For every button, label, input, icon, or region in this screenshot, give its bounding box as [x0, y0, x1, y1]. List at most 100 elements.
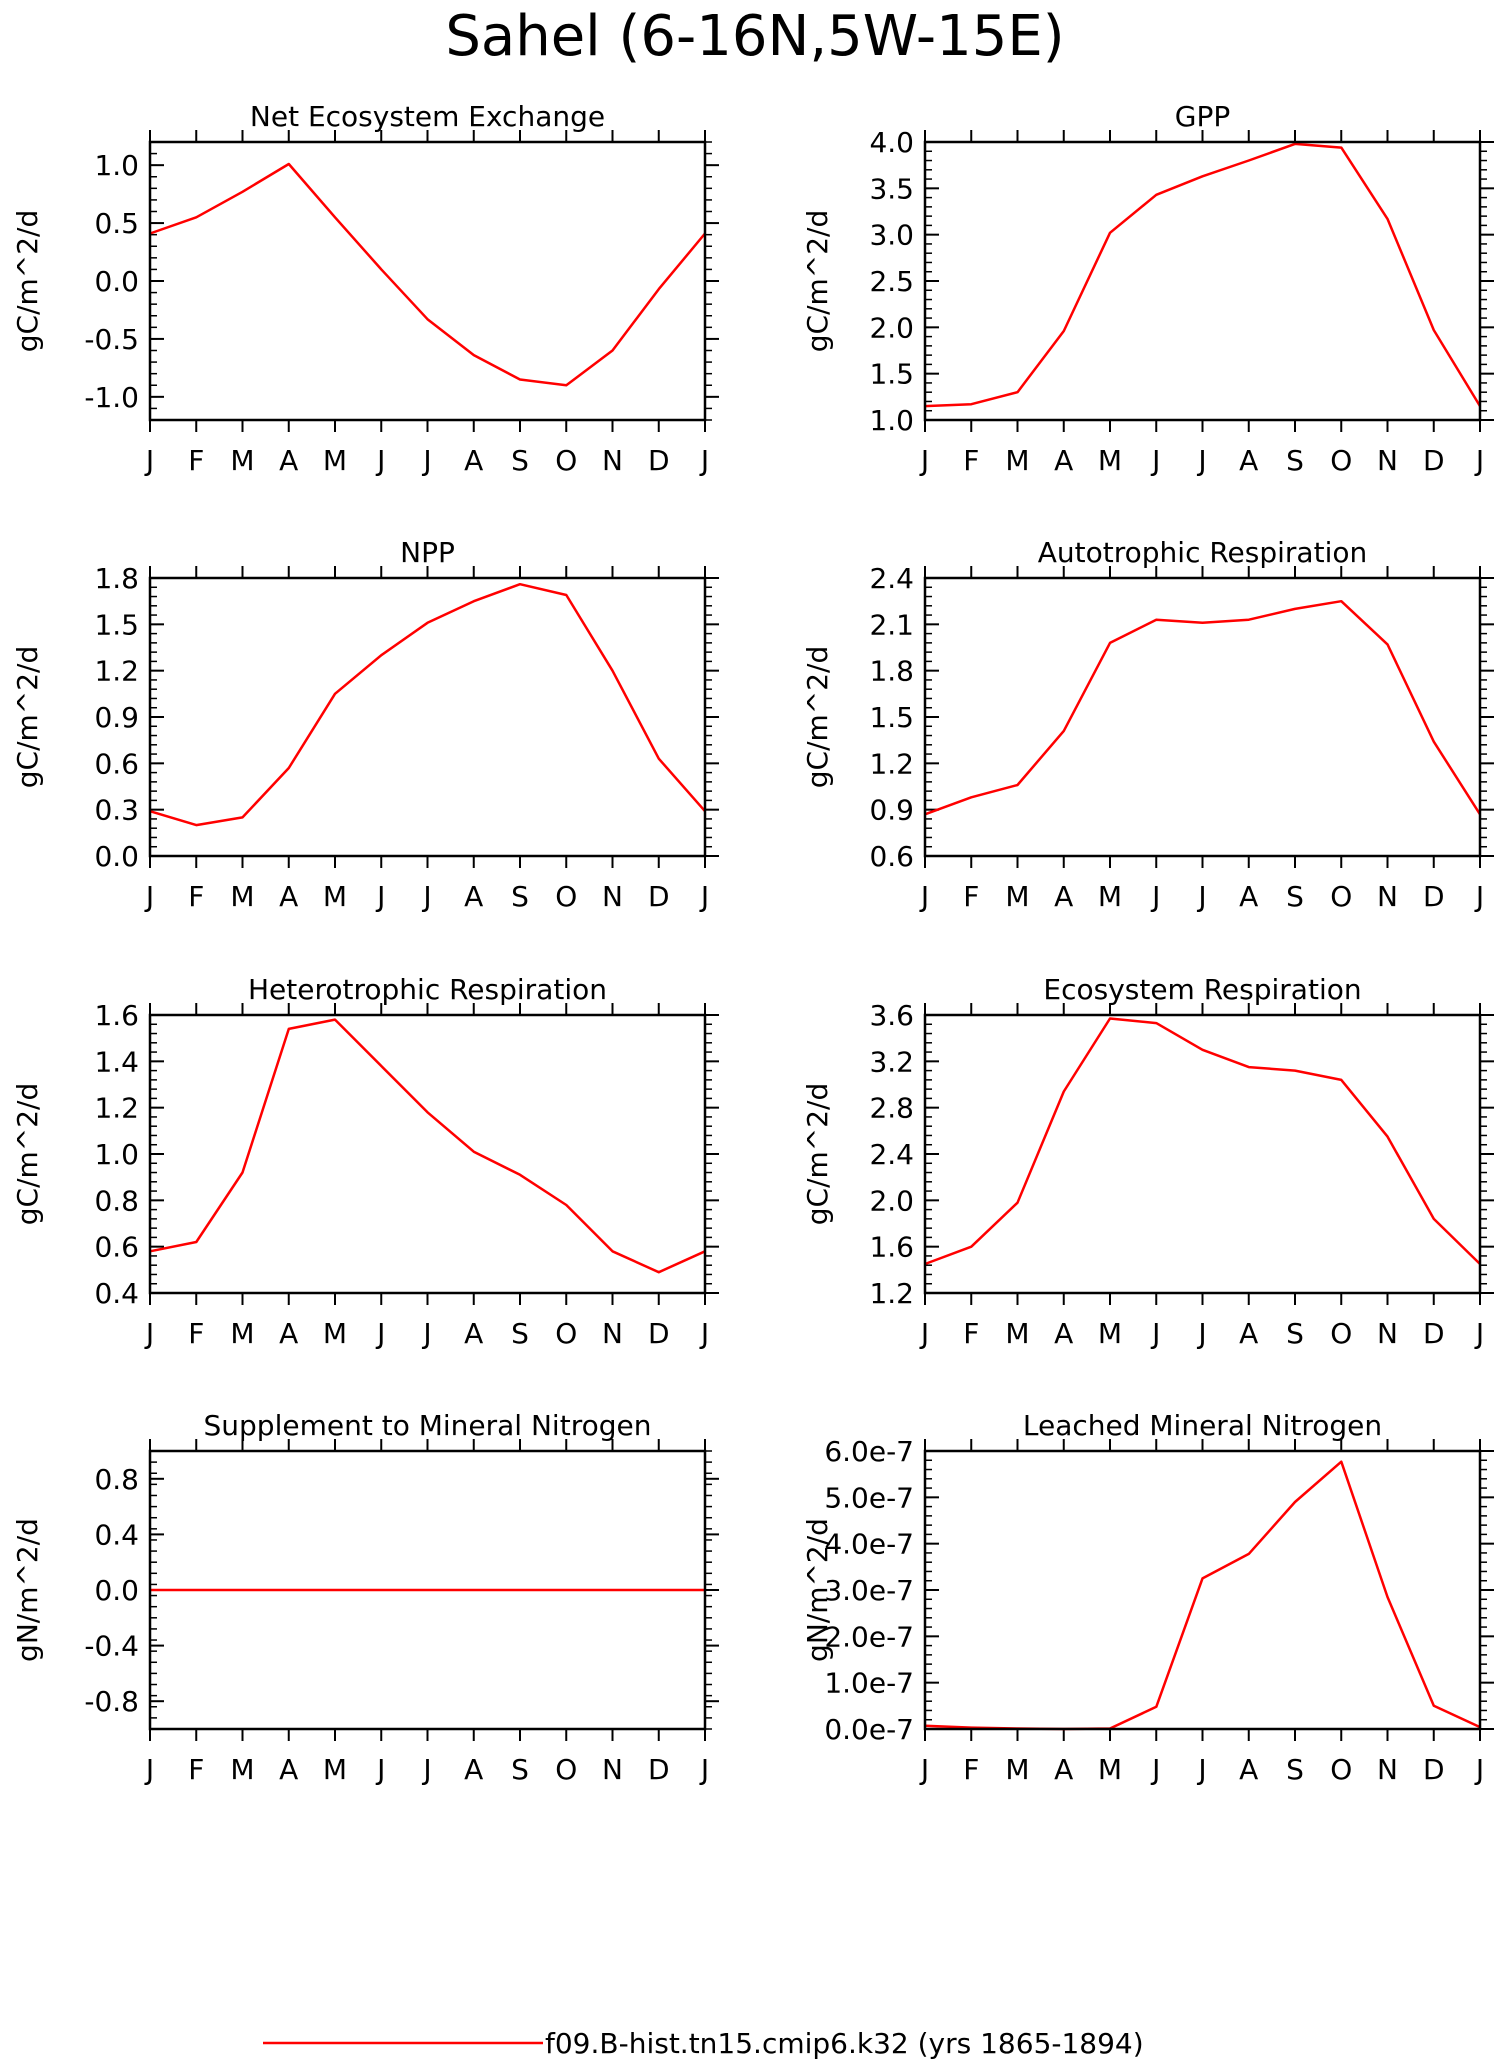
x-tick-label: A — [279, 444, 298, 477]
y-tick-label: 0.6 — [94, 1231, 139, 1264]
panel-6: Supplement to Mineral Nitrogen gN/m^2/d 0.… — [11, 1409, 719, 1786]
series-line — [924, 142, 1482, 408]
y-tick-label: -0.5 — [84, 323, 139, 356]
x-tick-label: M — [1098, 444, 1122, 477]
x-tick-label: D — [648, 444, 670, 477]
y-tick-label: 4.0 — [869, 126, 914, 159]
x-tick-label: J — [699, 1753, 709, 1786]
x-tick-label: D — [648, 1753, 670, 1786]
panel-5: Ecosystem Respiration gC/m^2/d 3.6 3.2 2.8 2.… — [801, 973, 1494, 1350]
x-tick-label: A — [1239, 1317, 1258, 1350]
x-tick-label: M — [1005, 1317, 1029, 1350]
x-tick-label: A — [464, 444, 483, 477]
y-tick-label: 1.2 — [94, 1092, 139, 1125]
y-axis-label: gC/m^2/d — [801, 646, 834, 789]
x-tick-label: N — [1377, 1753, 1398, 1786]
x-tick-label: J — [1150, 880, 1160, 913]
x-tick-label: D — [648, 1317, 670, 1350]
y-tick-label: 2.8 — [869, 1092, 914, 1125]
series-line — [149, 582, 706, 827]
x-tick-label: M — [230, 1753, 254, 1786]
x-tick-label: M — [1098, 1317, 1122, 1350]
x-tick-label: J — [1474, 880, 1484, 913]
plot-frame — [148, 140, 707, 422]
x-tick-label: F — [963, 880, 979, 913]
x-tick-label: D — [1423, 1317, 1445, 1350]
x-tick-label: J — [1474, 1317, 1484, 1350]
x-tick-label: F — [188, 880, 204, 913]
x-tick-label: A — [1239, 1753, 1258, 1786]
x-tick-label: M — [1098, 1753, 1122, 1786]
panel-3: Autotrophic Respiration gC/m^2/d 2.4 2.1 1.8… — [801, 536, 1494, 913]
x-tick-label: J — [699, 880, 709, 913]
x-tick-label: A — [1054, 444, 1073, 477]
y-tick-label: 2.4 — [869, 1138, 914, 1171]
x-tick-label: F — [188, 1753, 204, 1786]
x-tick-label: O — [1330, 1753, 1352, 1786]
x-tick-label: A — [1054, 1753, 1073, 1786]
y-tick-label: 3.2 — [869, 1045, 914, 1078]
x-tick-label: J — [919, 1317, 929, 1350]
x-tick-label: J — [375, 1753, 385, 1786]
y-tick-label: -1.0 — [84, 381, 139, 414]
x-tick-label: F — [188, 1317, 204, 1350]
y-tick-label: 0.4 — [94, 1277, 139, 1310]
x-tick-label: J — [1150, 444, 1160, 477]
x-tick-label: O — [1330, 1317, 1352, 1350]
y-tick-label: 1.0 — [869, 404, 914, 437]
panel-title: NPP — [400, 536, 455, 569]
x-tick-label: M — [230, 880, 254, 913]
plot-frame — [148, 576, 707, 858]
x-tick-label: J — [1196, 1317, 1206, 1350]
x-tick-label: N — [602, 1753, 623, 1786]
series-line — [924, 1017, 1481, 1266]
x-tick-label: J — [1474, 444, 1484, 477]
y-axis-label: gC/m^2/d — [801, 210, 834, 353]
x-tick-label: J — [421, 880, 431, 913]
x-tick-label: M — [1098, 880, 1122, 913]
y-tick-label: 1.2 — [869, 1277, 914, 1310]
y-tick-label: 1.5 — [94, 608, 139, 641]
plot-frame — [923, 576, 1482, 858]
y-tick-label: 2.1 — [869, 608, 914, 641]
panel-title: Leached Mineral Nitrogen — [1023, 1409, 1382, 1442]
x-tick-label: S — [1286, 1753, 1304, 1786]
x-tick-label: S — [511, 880, 529, 913]
x-tick-label: O — [555, 1753, 577, 1786]
y-tick-label: 2.4 — [869, 562, 914, 595]
x-tick-label: J — [1150, 1317, 1160, 1350]
x-tick-label: A — [464, 1317, 483, 1350]
plot-frame — [923, 140, 1482, 422]
x-tick-label: M — [323, 1317, 347, 1350]
panel-title: Supplement to Mineral Nitrogen — [204, 1409, 652, 1442]
y-tick-label: 3.5 — [869, 172, 914, 205]
y-tick-label: 3.0e-7 — [824, 1574, 914, 1607]
x-tick-label: J — [375, 1317, 385, 1350]
y-axis-label: gN/m^2/d — [11, 1518, 44, 1662]
x-tick-label: J — [919, 444, 929, 477]
x-tick-label: J — [421, 1317, 431, 1350]
x-tick-label: S — [1286, 1317, 1304, 1350]
x-tick-label: N — [1377, 444, 1398, 477]
x-tick-label: D — [1423, 444, 1445, 477]
x-tick-label: J — [375, 444, 385, 477]
x-tick-label: O — [1330, 444, 1352, 477]
panel-title: Heterotrophic Respiration — [248, 973, 607, 1006]
y-tick-label: 0.8 — [94, 1463, 139, 1496]
x-tick-label: D — [1423, 880, 1445, 913]
panel-4: Heterotrophic Respiration gC/m^2/d 1.6 1.4 1… — [11, 973, 719, 1350]
x-tick-label: J — [699, 1317, 709, 1350]
x-tick-label: F — [963, 1753, 979, 1786]
y-tick-label: 0.9 — [94, 701, 139, 734]
y-tick-label: 6.0e-7 — [824, 1435, 914, 1468]
x-tick-label: O — [555, 880, 577, 913]
x-tick-label: M — [1005, 880, 1029, 913]
plot-frame — [148, 1013, 707, 1295]
x-tick-label: J — [421, 444, 431, 477]
panel-title: Ecosystem Respiration — [1043, 973, 1361, 1006]
x-tick-label: J — [1474, 1753, 1484, 1786]
x-tick-label: J — [144, 1317, 154, 1350]
